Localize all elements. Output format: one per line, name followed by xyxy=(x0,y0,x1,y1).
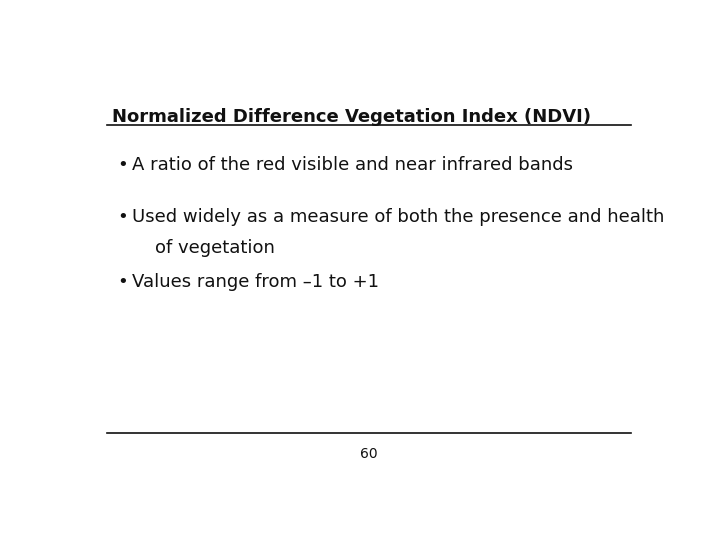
Text: Normalized Difference Vegetation Index (NDVI): Normalized Difference Vegetation Index (… xyxy=(112,109,591,126)
Text: 60: 60 xyxy=(360,447,378,461)
Text: •: • xyxy=(117,273,127,291)
Text: •: • xyxy=(117,156,127,174)
Text: of vegetation: of vegetation xyxy=(132,239,275,258)
Text: Used widely as a measure of both the presence and health: Used widely as a measure of both the pre… xyxy=(132,208,665,226)
Text: •: • xyxy=(117,208,127,226)
Text: A ratio of the red visible and near infrared bands: A ratio of the red visible and near infr… xyxy=(132,156,573,174)
Text: Values range from –1 to +1: Values range from –1 to +1 xyxy=(132,273,379,291)
